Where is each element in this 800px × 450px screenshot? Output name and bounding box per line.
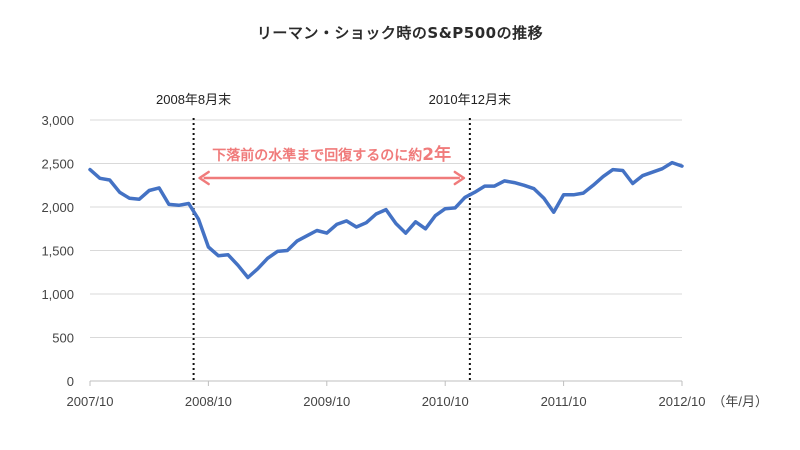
- data-point: [474, 191, 476, 194]
- data-point: [612, 168, 614, 171]
- data-point: [602, 175, 604, 178]
- series-line: [88, 160, 684, 280]
- recovery-span: 下落前の水準まで回復するのに約2年: [198, 144, 466, 186]
- series-layer: [88, 160, 684, 280]
- span-label: 下落前の水準まで回復するのに約2年: [212, 144, 451, 165]
- x-tick-label: 2011/10: [541, 394, 587, 409]
- data-point: [335, 223, 338, 226]
- data-point: [552, 211, 555, 214]
- data-point: [148, 189, 150, 192]
- data-point: [256, 267, 259, 270]
- data-point: [414, 220, 417, 223]
- data-point: [503, 180, 506, 182]
- x-unit-label: （年/月）: [712, 394, 768, 409]
- y-tick-label: 500: [52, 331, 74, 346]
- data-point: [247, 276, 249, 279]
- data-point: [365, 221, 368, 224]
- x-tick-label: 2007/10: [67, 394, 114, 409]
- data-point: [306, 234, 308, 237]
- x-tick-label: 2012/10: [659, 394, 706, 409]
- marker-end-label: 2010年12月末: [429, 92, 511, 107]
- marker-start-label: 2008年8月末: [156, 92, 231, 107]
- x-tick-label: 2008/10: [185, 394, 232, 409]
- data-point: [671, 161, 673, 164]
- span-label-emphasis: 2年: [422, 144, 451, 165]
- data-point: [197, 218, 200, 220]
- data-point: [681, 165, 683, 167]
- data-point: [385, 208, 387, 211]
- data-point: [118, 191, 121, 194]
- data-point: [641, 174, 644, 177]
- data-point: [454, 207, 456, 209]
- data-point: [237, 264, 239, 267]
- data-point: [89, 168, 91, 171]
- span-label-text: 下落前の水準まで回復するのに約: [212, 147, 422, 164]
- data-point: [316, 229, 318, 232]
- data-point: [217, 254, 220, 257]
- data-point: [651, 171, 654, 173]
- data-point: [444, 207, 447, 210]
- data-point: [326, 232, 328, 234]
- span-arrow-right-head: [453, 170, 466, 186]
- data-point: [434, 214, 437, 217]
- data-point: [622, 169, 624, 172]
- data-point: [375, 213, 377, 215]
- data-point: [286, 249, 289, 252]
- data-point: [395, 222, 397, 225]
- data-point: [543, 197, 545, 200]
- x-axis: 2007/10 2008/10 2009/10 2010/10 2011/10 2012/…: [67, 380, 768, 409]
- data-point: [533, 187, 535, 190]
- chart-title: リーマン・ショック時のS&P500の推移: [256, 24, 544, 42]
- y-tick-label: 1,000: [41, 287, 74, 302]
- y-tick-label: 2,500: [41, 157, 74, 172]
- data-point: [513, 181, 516, 184]
- y-tick-label: 2,000: [41, 200, 74, 215]
- data-point: [266, 257, 269, 260]
- data-point: [483, 185, 486, 187]
- y-tick-label: 1,500: [41, 244, 74, 259]
- data-point: [424, 227, 427, 230]
- data-point: [562, 194, 565, 196]
- period-markers: 2008年8月末 2010年12月末: [156, 92, 511, 381]
- data-point: [138, 198, 141, 200]
- data-point: [572, 194, 575, 196]
- span-arrow-left-head: [198, 170, 210, 186]
- data-point: [207, 246, 210, 248]
- data-point: [128, 197, 131, 200]
- data-point: [227, 254, 229, 256]
- data-point: [355, 226, 358, 228]
- y-tick-label: 3,000: [41, 113, 74, 128]
- x-tick-label: 2010/10: [422, 394, 469, 409]
- data-point: [523, 184, 525, 187]
- data-point: [187, 202, 190, 205]
- data-point: [276, 250, 279, 253]
- data-point: [661, 167, 664, 170]
- data-point: [99, 177, 101, 180]
- y-tick-label: 0: [67, 374, 74, 389]
- data-point: [592, 184, 594, 187]
- x-tick-label: 2009/10: [303, 394, 350, 409]
- data-point: [464, 196, 466, 199]
- data-point: [178, 204, 180, 207]
- data-point: [631, 182, 634, 185]
- data-point: [108, 179, 111, 181]
- data-point: [296, 240, 299, 242]
- data-point: [493, 185, 496, 187]
- data-point: [345, 220, 348, 222]
- data-point: [582, 192, 585, 194]
- y-axis: 0 500 1,000 1,500 2,000 2,500 3,000: [41, 113, 74, 389]
- data-point: [168, 203, 170, 206]
- data-point: [158, 187, 160, 189]
- data-point: [404, 232, 407, 234]
